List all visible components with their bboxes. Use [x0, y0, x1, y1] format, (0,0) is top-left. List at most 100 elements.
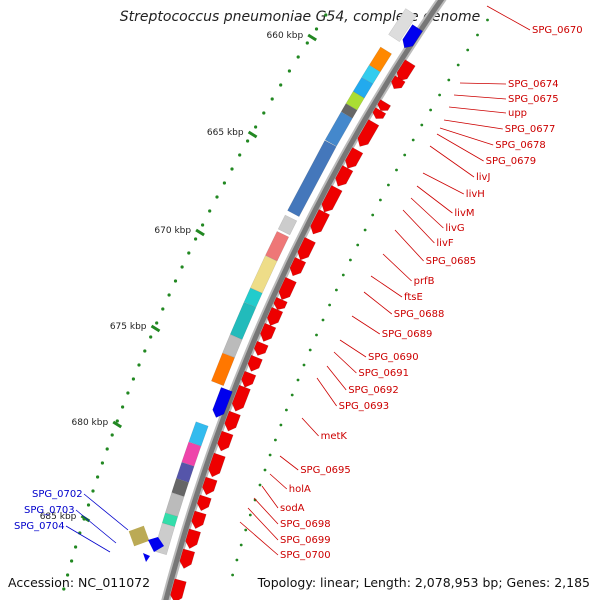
tick-dot [246, 139, 250, 143]
gene-feature [250, 255, 278, 294]
tick-dot [285, 408, 288, 412]
tick-dot [296, 55, 300, 59]
leader-line [316, 377, 337, 407]
scale-ticks: 660 kbp 665 kbp 670 kbp 675 kbp 680 kbp 685 k… [40, 31, 317, 523]
gene-feature [321, 185, 343, 213]
gene-label: ftsE [404, 292, 423, 303]
tick-dot [238, 153, 242, 157]
scale-tick-mark [195, 228, 205, 237]
tick-dot [296, 378, 300, 382]
scale-tick-mark [307, 33, 317, 42]
gene-label: metK [321, 431, 348, 442]
gene-label: holA [289, 484, 311, 495]
gene-feature [208, 452, 226, 478]
gene-feature [310, 209, 330, 235]
leader-line [422, 172, 464, 195]
backbone [163, 0, 445, 600]
scale-tick-label: 660 kbp [267, 31, 304, 41]
tick-dot [314, 27, 319, 31]
scale-tick-mark [247, 130, 258, 139]
tick-dot [379, 198, 382, 202]
gene-feature [391, 75, 406, 90]
gene-label: SPG_0699 [280, 535, 331, 546]
tick-dot [279, 423, 283, 427]
gene-feature [357, 119, 380, 147]
leader-line [382, 253, 412, 282]
tick-dot [328, 303, 331, 307]
gene-feature [143, 553, 150, 562]
tick-dot [466, 48, 470, 52]
gene-label: SPG_0702 [32, 489, 83, 500]
leader-line [333, 351, 357, 374]
gene-feature [179, 548, 196, 569]
topology-label: Topology: linear; Length: 2,078,953 bp; … [257, 575, 590, 590]
gene-feature [345, 147, 364, 169]
gene-label: SPG_0674 [508, 79, 559, 90]
gene-label: SPG_0691 [358, 368, 409, 379]
scale-tick-label: 665 kbp [207, 128, 244, 138]
gene-feature [352, 76, 374, 99]
tick-dot [91, 489, 95, 493]
tick-dot [456, 63, 460, 67]
gene-feature [148, 537, 164, 552]
tick-dot [486, 18, 489, 22]
gene-feature [265, 231, 290, 262]
tick-dot [100, 461, 104, 465]
gene-feature [287, 140, 337, 217]
gene-feature [161, 512, 179, 527]
leader-line [301, 417, 319, 437]
tick-dot [263, 468, 267, 472]
scale-tick-label: 685 kbp [40, 512, 77, 522]
tick-dot [194, 237, 198, 241]
gene-feature [388, 8, 417, 43]
tick-dot [131, 377, 135, 381]
tick-dot [239, 543, 243, 547]
gene-label: SPG_0688 [394, 309, 445, 320]
leader-line [279, 455, 299, 471]
gene-feature [361, 64, 381, 85]
leader-line [326, 365, 347, 391]
gene-label: SPG_0675 [508, 94, 559, 105]
tick-dot [244, 528, 248, 532]
gene-feature [224, 410, 241, 432]
tick-dot [321, 318, 325, 322]
tick-dot [438, 93, 441, 97]
gene-label: SPG_0689 [382, 329, 433, 340]
tick-dot [274, 438, 277, 442]
tick-dot [74, 545, 78, 549]
tick-dot [268, 453, 272, 457]
gene-feature [335, 165, 354, 187]
tick-dot [230, 167, 234, 171]
tick-dot [201, 223, 205, 227]
tick-dot [341, 273, 345, 277]
gene-label: SPG_0693 [339, 401, 390, 412]
gene-feature [345, 91, 365, 111]
leader-line [448, 106, 507, 114]
tick-dot [105, 447, 109, 451]
tick-dot [447, 78, 451, 82]
gene-feature [196, 494, 212, 512]
tick-dot [395, 168, 398, 172]
leader-line [486, 5, 531, 31]
gene-label: SPG_0685 [426, 256, 477, 267]
gene-feature [297, 236, 316, 261]
leader-line [370, 275, 403, 298]
tick-dot [315, 333, 318, 337]
tick-dot [96, 475, 100, 479]
gene-label: SPG_0679 [486, 156, 537, 167]
tick-dot [324, 13, 328, 17]
gene-feature [260, 322, 277, 342]
tick-dot [173, 279, 178, 283]
tick-dot [387, 183, 390, 187]
leader-line [439, 127, 494, 146]
gene-feature [253, 340, 269, 356]
leader-line [65, 525, 111, 553]
gene-feature [243, 287, 263, 308]
scale-tick-label: 670 kbp [154, 226, 191, 236]
tick-dot [253, 498, 257, 502]
map-title: Streptococcus pneumoniae G54, complete g… [119, 9, 481, 25]
gene-label: SPG_0695 [300, 465, 351, 476]
gene-feature [278, 276, 297, 301]
